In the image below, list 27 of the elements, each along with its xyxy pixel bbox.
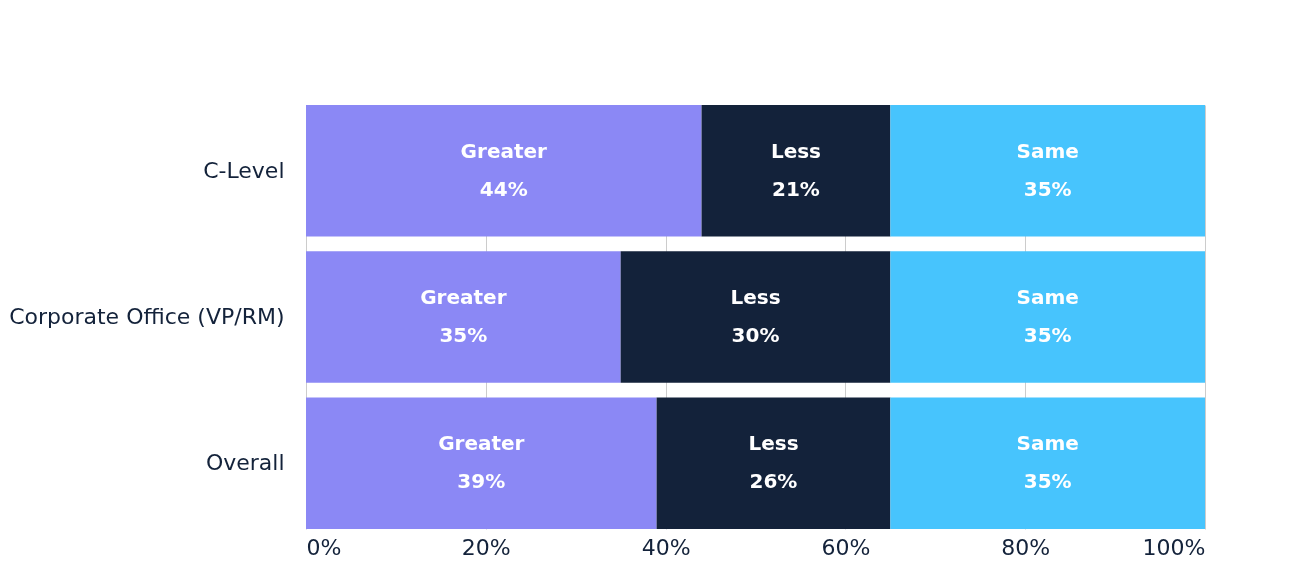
text: Same [1016, 285, 1079, 309]
text: Greater [420, 285, 507, 309]
data-label: 44% [479, 176, 528, 201]
x-tick-label: 0% [306, 534, 342, 560]
y-tick-label: C-Level [203, 157, 285, 183]
series-label: Same [1016, 138, 1079, 163]
data-label: 35% [439, 323, 488, 347]
text: Greater [438, 431, 525, 456]
data-label: 35% [1023, 176, 1072, 201]
x-tick-label: 60% [821, 534, 871, 560]
x-tick-label: 20% [461, 534, 511, 560]
x-tick-label: 100% [1142, 534, 1206, 560]
series-label: Less [770, 138, 822, 163]
data-label: 35% [1023, 323, 1072, 347]
series-label: Greater [460, 138, 548, 163]
y-tick-label: Overall [205, 450, 285, 476]
data-label: 30% [731, 323, 780, 347]
text: Less [730, 285, 781, 309]
x-tick-label: 40% [641, 534, 691, 560]
data-label: 35% [1023, 469, 1072, 494]
y-tick-label: Corporate Office (VP/RM) [9, 304, 285, 329]
data-label: 39% [457, 469, 506, 494]
x-tick-label: 80% [1001, 534, 1051, 560]
data-label: 21% [772, 176, 820, 201]
text: Same [1016, 431, 1079, 456]
text: Less [748, 431, 799, 456]
data-label: 26% [749, 469, 798, 494]
